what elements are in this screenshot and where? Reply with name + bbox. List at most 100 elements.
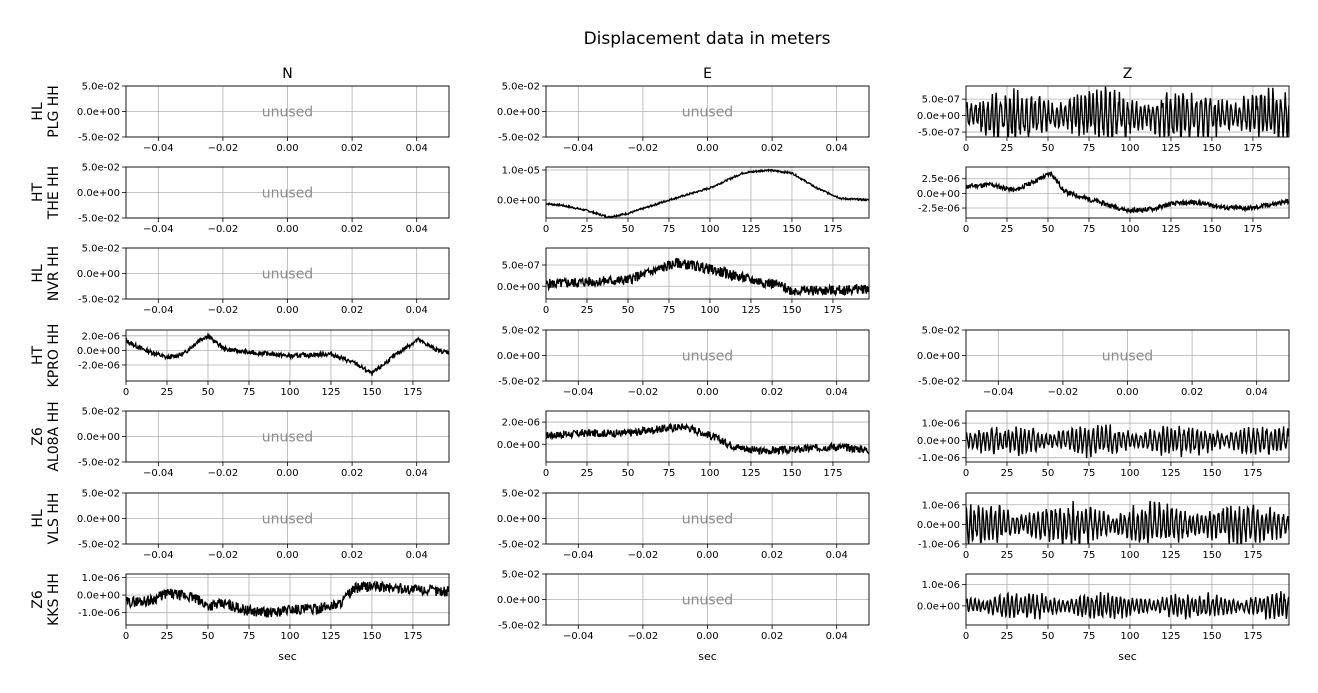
waveform-trace <box>126 580 449 618</box>
x-tick-label: 0.02 <box>341 305 363 316</box>
x-tick-label: 25 <box>161 631 174 642</box>
x-tick-label: 150 <box>1202 143 1221 154</box>
y-tick-label: 0.0e+00 <box>917 111 960 122</box>
x-tick-label: 0.00 <box>276 305 298 316</box>
unused-label: unused <box>682 512 733 528</box>
x-tick-label: 0 <box>543 468 549 479</box>
x-tick-label: 0 <box>963 550 969 561</box>
x-tick-label: −0.02 <box>208 550 239 561</box>
y-tick-label: -5.0e-02 <box>918 377 960 388</box>
y-tick-label: 5.0e-02 <box>502 82 540 93</box>
x-tick-label: 75 <box>663 468 676 479</box>
x-tick-label: −0.04 <box>563 631 594 642</box>
x-tick-label: 0.04 <box>406 305 428 316</box>
panel-r1-c0: −0.04 −0.02 0.00 0.02 0.04 5.0e-02 0.0e+00 -5.0… <box>77 163 450 235</box>
x-tick-label: 0.02 <box>761 387 783 398</box>
x-tick-label: 25 <box>161 387 174 398</box>
y-tick-label: 0.0e+00 <box>77 188 120 199</box>
row-label-station: KPRO HH <box>46 324 62 388</box>
row-label-station: PLG HH <box>46 85 62 138</box>
x-tick-label: 175 <box>823 224 842 235</box>
x-tick-label: 175 <box>1243 224 1262 235</box>
x-tick-label: 50 <box>1042 631 1055 642</box>
y-tick-label: 0.0e+00 <box>77 432 120 443</box>
y-tick-label: 0.0e+00 <box>497 351 540 362</box>
x-tick-label: 175 <box>823 305 842 316</box>
x-tick-label: 0.04 <box>826 631 848 642</box>
x-tick-label: 0.04 <box>826 143 848 154</box>
unused-label: unused <box>262 105 313 121</box>
y-tick-label: 0.0e+00 <box>497 196 540 207</box>
x-tick-label: 50 <box>1042 550 1055 561</box>
row-label-station: VLS HH <box>46 493 62 545</box>
x-tick-label: 0.04 <box>826 387 848 398</box>
y-tick-label: 0.0e+00 <box>917 601 960 612</box>
x-tick-label: 50 <box>622 305 635 316</box>
y-tick-label: -5.0e-02 <box>78 458 120 469</box>
x-tick-label: 0.02 <box>1181 387 1203 398</box>
y-tick-label: -5.0e-02 <box>78 540 120 551</box>
x-tick-label: 75 <box>1083 550 1096 561</box>
x-tick-label: 150 <box>1202 224 1221 235</box>
x-axis-label: sec <box>1118 650 1137 663</box>
x-tick-label: 25 <box>1001 224 1014 235</box>
axes-frame <box>545 85 870 138</box>
x-tick-label: 50 <box>202 387 215 398</box>
row-label: HL PLG HH <box>30 85 62 138</box>
axes-frame <box>125 247 450 300</box>
y-tick-label: 5.0e-02 <box>82 244 120 255</box>
x-tick-label: 25 <box>581 305 594 316</box>
x-tick-label: 0 <box>963 143 969 154</box>
y-tick-label: 0.0e+00 <box>497 595 540 606</box>
waveform-trace <box>546 168 869 218</box>
x-tick-label: 100 <box>280 387 299 398</box>
x-tick-label: 125 <box>1161 550 1180 561</box>
axes-frame <box>545 492 870 545</box>
unused-label: unused <box>682 349 733 365</box>
panel-r6-c2: 0 25 50 75 100 125 150 175 1.0e-06 0.0e+00 <box>917 573 1290 642</box>
x-tick-label: 0.02 <box>761 631 783 642</box>
x-tick-label: 150 <box>782 468 801 479</box>
x-tick-label: 0.00 <box>696 631 718 642</box>
x-tick-label: 0.02 <box>341 224 363 235</box>
x-tick-label: 25 <box>581 468 594 479</box>
row-label-station: NVR HH <box>46 246 62 301</box>
axes-frame <box>125 410 450 463</box>
x-tick-label: 0.04 <box>406 143 428 154</box>
axes-frame <box>965 85 1290 138</box>
x-tick-label: 0.00 <box>276 224 298 235</box>
waveform-trace <box>966 424 1289 459</box>
y-tick-label: 0.0e+00 <box>497 282 540 293</box>
y-tick-label: 5.0e-02 <box>82 163 120 174</box>
row-label-station: THE HH <box>46 166 62 220</box>
x-tick-label: 100 <box>700 305 719 316</box>
gridlines <box>125 574 449 625</box>
x-tick-label: 0.02 <box>341 143 363 154</box>
x-tick-label: 75 <box>243 387 256 398</box>
y-tick-label: 0.0e+00 <box>917 189 960 200</box>
x-tick-label: 150 <box>782 305 801 316</box>
x-tick-label: −0.04 <box>563 387 594 398</box>
x-tick-label: −0.04 <box>563 143 594 154</box>
x-tick-label: −0.02 <box>208 468 239 479</box>
unused-label: unused <box>262 186 313 202</box>
y-tick-label: 5.0e-07 <box>922 95 960 106</box>
x-tick-label: 0.00 <box>276 468 298 479</box>
waveform-trace <box>546 422 869 456</box>
row-label-network: Z6 <box>30 427 46 446</box>
y-tick-label: 2.5e-06 <box>922 174 960 185</box>
y-tick-label: -1.0e-06 <box>78 608 120 619</box>
x-tick-label: −0.02 <box>1048 387 1079 398</box>
row-label-station: AL08A HH <box>46 401 62 471</box>
row-label: HL NVR HH <box>30 246 62 301</box>
panel-r5-c0: −0.04 −0.02 0.00 0.02 0.04 5.0e-02 0.0e+00 -5.0… <box>77 489 450 561</box>
axes-frame <box>545 247 870 300</box>
x-tick-label: 125 <box>741 305 760 316</box>
x-tick-label: 0 <box>123 631 129 642</box>
x-tick-label: 0 <box>543 224 549 235</box>
panel-r3-c1: −0.04 −0.02 0.00 0.02 0.04 5.0e-02 0.0e+00 -5.0… <box>497 326 870 398</box>
y-tick-label: 0.0e+00 <box>77 514 120 525</box>
y-tick-label: 5.0e-02 <box>502 489 540 500</box>
row-label: HL VLS HH <box>30 493 62 545</box>
